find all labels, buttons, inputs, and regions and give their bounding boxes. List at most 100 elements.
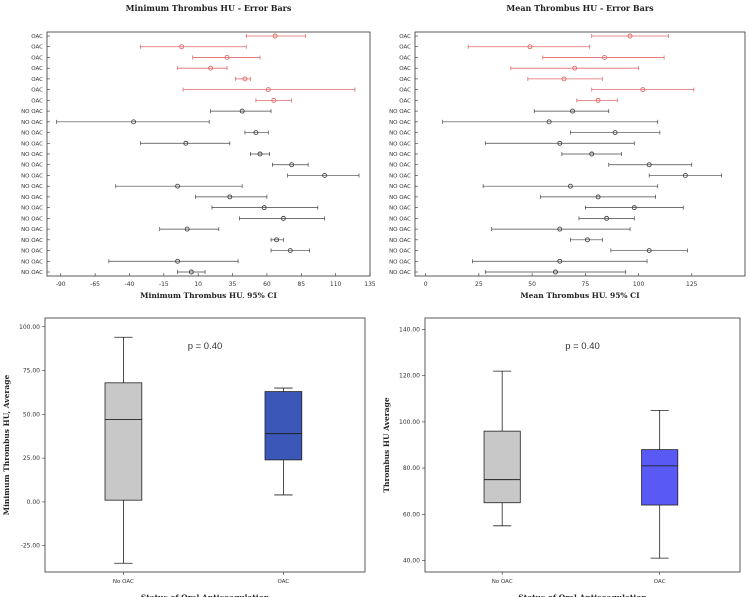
mean-marker — [553, 269, 558, 275]
row-label: NO OAC — [21, 238, 43, 244]
row-label: NO OAC — [389, 163, 411, 169]
y-tick-label: 80.00 — [403, 465, 420, 472]
mean-marker — [280, 215, 286, 221]
mean-marker — [184, 226, 190, 232]
mean-marker — [595, 194, 601, 200]
row-label: NO OAC — [21, 152, 43, 158]
mean-thrombus-boxplot-panel: 40.00 60.00 80.00 100.00 120.00 140.00 No OAC O… — [375, 298, 750, 597]
mean-marker — [557, 258, 563, 264]
x-axis-label: Status of Oral Anticoagulation — [141, 593, 270, 597]
mean-marker — [640, 87, 646, 93]
row-label: NO OAC — [389, 109, 411, 115]
mean-thrombus-errorbar-chart: Mean Thrombus HU - Error Bars OAC OAC OAC OA… — [389, 3, 746, 298]
min-thrombus-boxplot-panel: -25.00 0.00 25.00 50.00 75.00 100.00 No OAC OAC… — [0, 298, 375, 597]
mean-marker — [646, 162, 652, 168]
mean-marker — [557, 140, 563, 146]
row-label: OAC — [399, 66, 411, 72]
row-label: OAC — [399, 55, 411, 61]
mean-marker — [612, 130, 618, 135]
x-tick-label: 0 — [424, 281, 428, 288]
mean-marker — [179, 44, 185, 50]
y-tick-label: 100.00 — [19, 324, 40, 331]
row-label: NO OAC — [21, 120, 43, 126]
row-label: NO OAC — [389, 120, 411, 126]
mean-marker — [224, 55, 230, 60]
mean-marker — [242, 76, 248, 82]
mean-marker — [572, 65, 578, 71]
y-tick-label: 100.00 — [399, 419, 420, 426]
y-tick-label: 50.00 — [23, 411, 40, 418]
row-label: OAC — [31, 98, 43, 104]
mean-marker — [272, 33, 278, 39]
y-tick-label: 40.00 — [403, 557, 420, 564]
y-tick-label: 0.00 — [27, 499, 41, 506]
mean-marker — [175, 183, 181, 189]
row-label: NO OAC — [389, 249, 411, 255]
y-tick-label: 25.00 — [23, 455, 40, 462]
x-tick-label: 135 — [364, 281, 375, 288]
x-tick-label: 75 — [582, 281, 590, 288]
mean-marker — [175, 258, 181, 264]
row-label: OAC — [399, 88, 411, 94]
x-tick-label: -65 — [90, 281, 100, 288]
row-label: NO OAC — [21, 173, 43, 179]
row-label: NO OAC — [21, 131, 43, 137]
x-tick-label: 110 — [330, 281, 342, 288]
row-label: NO OAC — [21, 163, 43, 169]
mean-marker — [585, 237, 590, 243]
row-label: NO OAC — [389, 227, 411, 233]
x-tick-label: 35 — [229, 281, 237, 288]
y-tick-label: 75.00 — [23, 368, 40, 375]
row-label: NO OAC — [389, 206, 411, 212]
iqr-box — [641, 449, 679, 506]
row-label: NO OAC — [389, 131, 411, 137]
mean-marker — [627, 33, 633, 39]
row-label: OAC — [399, 98, 411, 104]
row-label: NO OAC — [389, 238, 411, 244]
row-label: NO OAC — [21, 259, 43, 265]
mean-marker — [589, 151, 595, 157]
row-label: NO OAC — [389, 195, 411, 201]
mean-marker — [183, 140, 189, 146]
mean-marker — [631, 205, 637, 211]
iqr-box — [264, 391, 303, 461]
mean-marker — [265, 87, 271, 93]
row-label: NO OAC — [389, 270, 411, 276]
row-label: OAC — [31, 77, 43, 83]
mean-marker — [602, 55, 607, 60]
x-category-label: No OAC — [113, 579, 134, 585]
row-label: NO OAC — [21, 249, 43, 255]
min-thrombus-errorbar-panel: Minimum Thrombus HU - Error Bars OAC OAC OA… — [0, 0, 375, 298]
mean-thrombus-boxplot-chart: 40.00 60.00 80.00 100.00 120.00 140.00 No OAC O… — [382, 317, 741, 597]
row-label: OAC — [399, 77, 411, 83]
y-axis-label: Thrombus HU Average — [382, 397, 391, 492]
y-axis-label: Minimum Thrombus HU, Average — [2, 375, 11, 516]
row-label: NO OAC — [389, 152, 411, 158]
x-axis-label: Status of Oral Anticoagulation — [518, 593, 647, 597]
y-tick-label: 140.00 — [399, 327, 420, 334]
row-label: OAC — [31, 45, 43, 51]
row-label: NO OAC — [21, 184, 43, 190]
mean-marker — [271, 97, 277, 103]
x-tick-label: 10 — [194, 281, 202, 288]
row-label: NO OAC — [21, 109, 43, 115]
mean-thrombus-errorbar-panel: Mean Thrombus HU - Error Bars OAC OAC OAC OA… — [375, 0, 750, 298]
x-category-label: OAC — [278, 579, 290, 585]
row-label: OAC — [31, 34, 43, 40]
y-tick-label: -25.00 — [21, 543, 41, 550]
row-label: OAC — [399, 45, 411, 51]
mean-marker — [131, 119, 137, 125]
x-tick-label: 60 — [263, 281, 271, 288]
row-label: NO OAC — [21, 216, 43, 222]
mean-marker — [257, 151, 263, 157]
iqr-box — [483, 430, 521, 504]
p-value-annotation: p = 0.40 — [565, 341, 600, 352]
mean-marker — [570, 108, 575, 114]
x-category-label: OAC — [654, 579, 666, 585]
mean-marker — [546, 119, 552, 125]
row-label: NO OAC — [21, 141, 43, 147]
x-tick-label: 125 — [686, 281, 698, 288]
p-value-annotation: p = 0.40 — [188, 341, 223, 352]
mean-marker — [253, 130, 259, 135]
mean-marker — [527, 44, 533, 50]
